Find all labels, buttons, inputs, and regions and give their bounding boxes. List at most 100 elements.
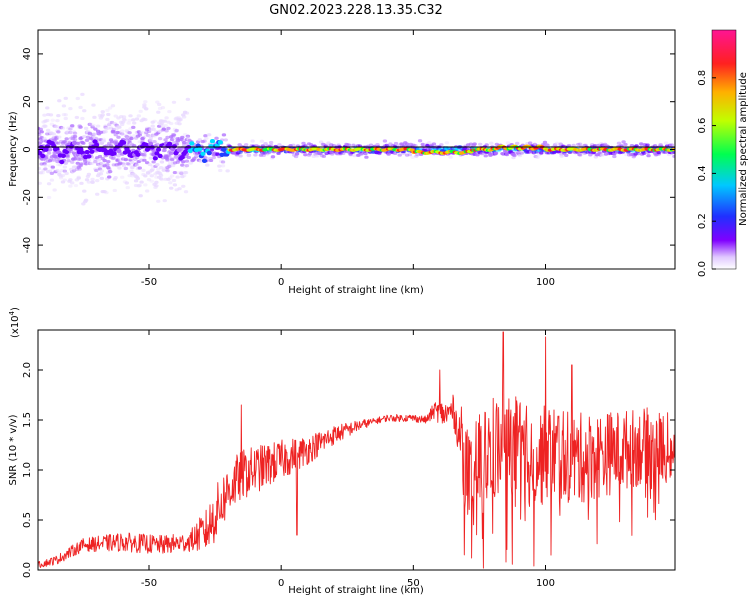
heatmap-cell xyxy=(386,152,391,156)
heatmap-cell xyxy=(162,199,167,203)
heatmap-cell xyxy=(346,143,352,147)
heatmap-cell xyxy=(68,184,73,188)
heatmap-cell xyxy=(165,169,170,173)
heatmap-cell xyxy=(214,136,219,140)
heatmap-cell xyxy=(107,120,113,125)
heatmap-cell xyxy=(116,154,121,158)
heatmap-cell xyxy=(76,157,81,161)
heatmap-cell xyxy=(86,158,92,162)
colorbar-ticks: 0.0 0.2 0.4 0.6 0.8 xyxy=(697,70,716,277)
heatmap-cell xyxy=(243,143,249,147)
heatmap-cell xyxy=(77,167,82,171)
heatmap-cell xyxy=(59,168,65,173)
spectrogram-x-tick-label: -50 xyxy=(141,277,157,288)
heatmap-cell xyxy=(112,188,117,193)
heatmap-cell xyxy=(177,187,182,191)
heatmap-cell xyxy=(132,134,137,138)
heatmap-cell xyxy=(181,160,186,164)
heatmap-cell xyxy=(171,133,177,137)
heatmap-cell xyxy=(217,164,222,168)
heatmap-cell xyxy=(489,141,494,145)
heatmap-cell xyxy=(417,139,423,143)
snr-x-tick-label: -50 xyxy=(141,578,157,589)
heatmap-cell xyxy=(68,107,73,111)
heatmap-cell xyxy=(259,139,265,143)
heatmap-cell xyxy=(157,106,163,111)
heatmap-cell xyxy=(270,155,276,159)
heatmap-cell xyxy=(57,99,62,103)
heatmap-cell xyxy=(99,169,105,173)
heatmap-cell xyxy=(189,141,195,146)
heatmap-cell xyxy=(95,124,101,128)
heatmap-cell xyxy=(246,153,252,158)
heatmap-cell xyxy=(131,118,136,122)
heatmap-cell xyxy=(107,167,112,171)
heatmap-cell xyxy=(87,132,93,136)
heatmap-cell xyxy=(75,161,80,165)
heatmap-cell xyxy=(43,124,48,128)
heatmap-cell xyxy=(119,132,125,136)
heatmap-cell xyxy=(78,125,83,129)
heatmap-cell xyxy=(250,139,255,143)
svg-text:(x104): (x104) xyxy=(8,307,21,338)
heatmap-cell xyxy=(121,140,127,145)
heatmap-cell xyxy=(124,134,130,139)
heatmap-cell xyxy=(208,158,214,163)
heatmap-cell xyxy=(144,107,149,111)
heatmap-cell xyxy=(320,142,326,146)
heatmap-cell xyxy=(143,100,148,104)
heatmap-cell xyxy=(42,113,47,117)
snr-y-tick-label: 0.5 xyxy=(22,512,33,528)
heatmap-cell xyxy=(132,156,138,161)
heatmap-cell xyxy=(54,125,59,129)
heatmap-cell xyxy=(163,124,168,128)
heatmap-cell xyxy=(88,141,93,145)
heatmap-cell xyxy=(141,135,146,140)
heatmap-cell xyxy=(368,143,374,147)
heatmap-cell xyxy=(202,139,207,143)
heatmap-cell xyxy=(493,151,499,155)
colorbar-tick-label: 0.6 xyxy=(697,118,708,134)
heatmap-cell xyxy=(49,171,55,175)
heatmap-cell xyxy=(329,143,334,147)
heatmap-cell xyxy=(359,152,364,157)
heatmap-cell xyxy=(618,143,624,147)
heatmap-cell xyxy=(71,140,78,146)
heatmap-cell xyxy=(104,191,109,195)
heatmap-cell xyxy=(154,184,159,188)
heatmap-cell xyxy=(117,166,122,170)
heatmap-cell xyxy=(148,138,154,142)
heatmap-cell xyxy=(138,109,143,113)
heatmap-cell xyxy=(45,132,50,136)
heatmap-cell xyxy=(45,106,50,110)
heatmap-cell xyxy=(83,198,89,202)
heatmap-cell xyxy=(215,152,220,156)
heatmap-cell xyxy=(66,159,71,163)
heatmap-cell xyxy=(592,144,598,148)
colorbar-tick-label: 0.4 xyxy=(697,165,708,181)
heatmap-cell xyxy=(183,171,189,175)
multiplier-prefix: (x10 xyxy=(10,315,21,338)
heatmap-cell xyxy=(439,143,444,147)
heatmap-cell xyxy=(91,103,96,107)
heatmap-cell xyxy=(142,158,147,162)
heatmap-cell xyxy=(200,151,206,156)
heatmap-cell xyxy=(156,199,161,203)
heatmap-cell xyxy=(89,149,95,154)
heatmap-cell xyxy=(477,142,483,146)
heatmap-cell xyxy=(314,154,319,158)
heatmap-cell xyxy=(86,154,92,159)
heatmap-cell xyxy=(98,130,104,134)
heatmap-cell xyxy=(50,118,56,122)
heatmap-cell xyxy=(163,138,168,142)
heatmap-cell xyxy=(217,140,223,145)
heatmap-cell xyxy=(57,135,62,139)
heatmap-cell xyxy=(415,152,420,157)
heatmap-cell xyxy=(63,149,70,155)
heatmap-cell xyxy=(303,153,308,157)
heatmap-cell xyxy=(364,155,369,159)
heatmap-cell xyxy=(71,130,77,134)
heatmap-cell xyxy=(413,144,418,148)
heatmap-cell xyxy=(102,190,107,194)
heatmap-cell xyxy=(111,151,117,156)
